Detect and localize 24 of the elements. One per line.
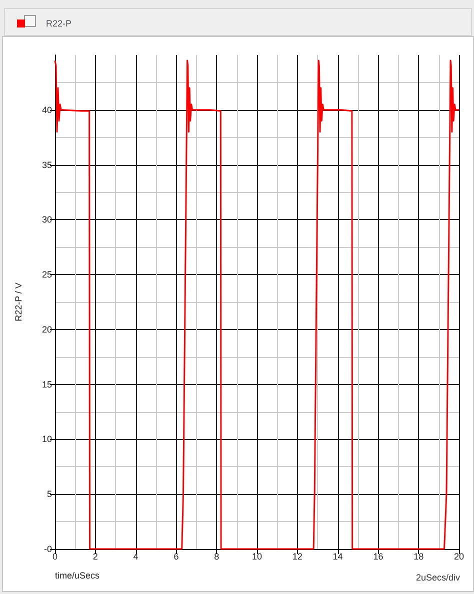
x-tick-label: 16 bbox=[373, 552, 384, 562]
y-tick-label: -0 bbox=[44, 544, 52, 554]
y-tick-label: 35 bbox=[42, 160, 52, 170]
x-tick-label: 10 bbox=[252, 552, 262, 562]
y-tick-label: 20 bbox=[42, 324, 52, 334]
y-axis-title: R22-P / V bbox=[14, 282, 24, 322]
x-tick-label: 6 bbox=[174, 552, 179, 562]
y-tick-label: 10 bbox=[42, 434, 52, 444]
y-tick-label: 5 bbox=[46, 489, 52, 500]
y-tick-label: 30 bbox=[42, 214, 52, 225]
y-tick-label: 40 bbox=[42, 104, 52, 115]
y-tick-label: 25 bbox=[42, 270, 52, 280]
x-tick-label: 20 bbox=[454, 552, 464, 562]
x-tick-label: 12 bbox=[292, 552, 302, 562]
x-tick-label: 18 bbox=[414, 552, 424, 562]
legend-label: R22-P bbox=[46, 18, 72, 28]
x-tick-label: 4 bbox=[133, 552, 138, 562]
x-tick-label: 2 bbox=[92, 552, 98, 562]
text: 2uSecs/div bbox=[416, 572, 460, 582]
x-tick-label: 8 bbox=[214, 552, 220, 562]
x-tick-label: 14 bbox=[332, 552, 343, 562]
x-axis-title: time/uSecs bbox=[55, 570, 100, 580]
x-tick-label: 0 bbox=[52, 552, 58, 562]
y-tick-label: 15 bbox=[42, 379, 52, 390]
